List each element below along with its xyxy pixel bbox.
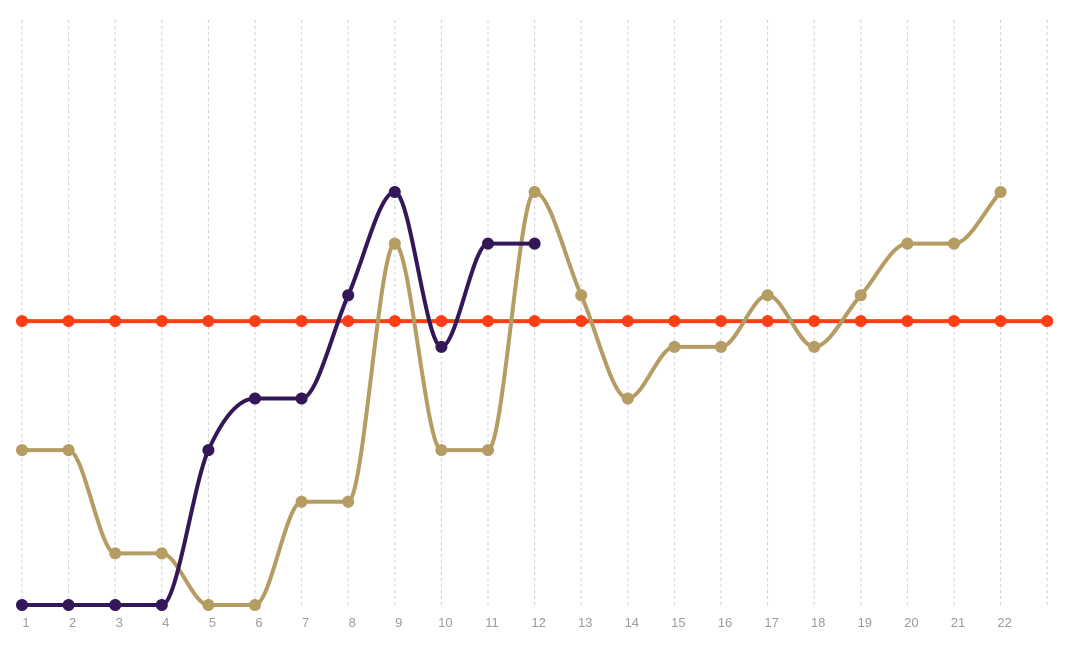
data-point (435, 444, 448, 457)
data-point (1041, 315, 1054, 328)
data-point (295, 392, 308, 405)
series-2 (16, 186, 1007, 611)
x-tick-label: 14 (625, 615, 639, 630)
x-tick-label: 19 (858, 615, 872, 630)
data-point (761, 289, 774, 302)
data-point (109, 315, 122, 328)
data-point (342, 315, 355, 328)
data-point (994, 186, 1007, 198)
data-point (249, 599, 261, 611)
x-tick-label: 9 (395, 615, 402, 630)
x-tick-label: 20 (904, 615, 918, 630)
data-point (155, 547, 168, 560)
data-point (621, 392, 634, 405)
data-point (342, 289, 355, 302)
data-point (16, 315, 28, 328)
data-point (202, 444, 215, 457)
data-point (249, 392, 261, 405)
x-tick-label: 7 (302, 615, 309, 630)
x-tick-label: 6 (255, 615, 262, 630)
data-point (202, 599, 215, 611)
data-point (202, 315, 215, 328)
data-point (62, 599, 75, 611)
data-point (854, 289, 867, 302)
x-tick-label: 8 (349, 615, 356, 630)
x-tick-label: 5 (209, 615, 216, 630)
data-point (482, 315, 494, 328)
data-point (342, 495, 355, 508)
x-tick-label: 17 (764, 615, 778, 630)
x-tick-label: 21 (951, 615, 965, 630)
x-tick-label: 10 (438, 615, 452, 630)
x-tick-label: 16 (718, 615, 732, 630)
data-point (435, 340, 448, 353)
series-1 (16, 315, 1054, 328)
data-point (621, 315, 634, 328)
x-tick-label: 22 (997, 615, 1011, 630)
data-point (249, 315, 261, 328)
series-line (20, 190, 537, 608)
data-point (668, 340, 681, 353)
data-point (575, 315, 588, 328)
data-point (948, 237, 960, 250)
data-point (295, 315, 308, 328)
data-point (528, 237, 541, 250)
data-point (16, 599, 28, 611)
x-tick-label: 1 (22, 615, 29, 630)
data-point (62, 315, 75, 328)
data-point (715, 340, 727, 353)
data-point (528, 315, 541, 328)
data-point (901, 315, 914, 328)
data-point (388, 237, 401, 250)
data-point (482, 237, 494, 250)
data-point (808, 315, 821, 328)
data-point (808, 340, 821, 353)
data-point (994, 315, 1007, 328)
series-3 (16, 186, 541, 611)
data-point (901, 237, 914, 250)
data-point (575, 289, 588, 302)
grid (21, 20, 1048, 606)
series-layer (16, 186, 1054, 611)
x-tick-label: 2 (69, 615, 76, 630)
data-point (435, 315, 448, 328)
data-point (16, 444, 28, 457)
x-tick-label: 18 (811, 615, 825, 630)
data-point (155, 315, 168, 328)
data-point (388, 186, 401, 198)
x-tick-label: 4 (162, 615, 169, 630)
data-point (715, 315, 727, 328)
data-point (62, 444, 75, 457)
data-point (668, 315, 681, 328)
data-point (295, 495, 308, 508)
x-axis-ticks: 1 2 3 4 5 6 7 8 9 10 11 12 13 14 15 16 17 18 19 20 21 22 (22, 615, 1011, 630)
series-line (20, 190, 1003, 608)
data-point (155, 599, 168, 611)
x-tick-label: 3 (116, 615, 123, 630)
data-point (761, 315, 774, 328)
data-point (482, 444, 494, 457)
x-tick-label: 12 (531, 615, 545, 630)
data-point (528, 186, 541, 198)
x-tick-label: 15 (671, 615, 685, 630)
data-point (948, 315, 960, 328)
data-point (388, 315, 401, 328)
x-tick-label: 13 (578, 615, 592, 630)
data-point (109, 599, 122, 611)
x-tick-label: 11 (485, 615, 499, 630)
data-point (854, 315, 867, 328)
data-point (109, 547, 122, 560)
